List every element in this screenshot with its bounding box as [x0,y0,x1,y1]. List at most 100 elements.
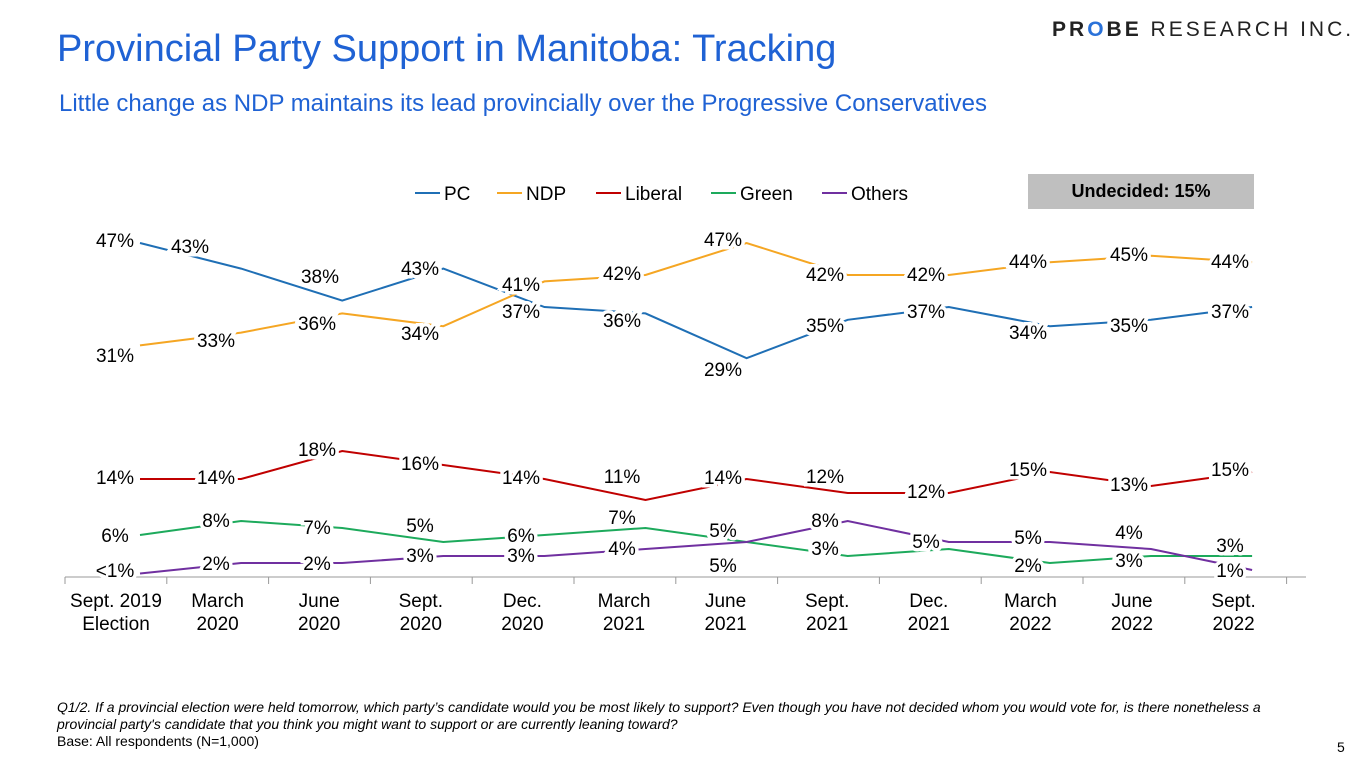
data-label-pc: 47% [96,231,134,252]
base-note: Base: All respondents (N=1,000) [57,733,259,749]
data-label-ndp: 36% [298,314,336,335]
data-label-others: 8% [811,511,839,532]
x-tick-label: 2021 [603,614,645,635]
data-label-pc: 35% [806,316,844,337]
page-number: 5 [1337,739,1345,755]
legend-label: Green [740,184,793,205]
x-tick-label: 2021 [908,614,950,635]
data-label-green: 3% [1216,536,1244,557]
data-label-liberal: 14% [704,468,742,489]
data-label-pc: 29% [704,360,742,381]
x-tick-label: Dec. [909,591,948,612]
data-label-others: 4% [608,539,636,560]
x-tick-label: June [705,591,746,612]
data-label-green: 7% [303,518,331,539]
data-label-pc: 37% [502,302,540,323]
series-line-liberal [140,449,1253,502]
legend-item-liberal: Liberal [596,184,682,205]
page-subtitle: Little change as NDP maintains its lead … [59,90,987,117]
data-label-ndp: 47% [704,230,742,251]
x-tick-label: Election [82,614,150,635]
data-label-pc: 34% [1009,323,1047,344]
data-label-green: 3% [811,539,839,560]
probe-research-logo: PROBE RESEARCH INC. [1052,18,1355,41]
data-label-ndp: 42% [806,265,844,286]
data-label-liberal: 16% [401,454,439,475]
data-label-liberal: 15% [1211,460,1249,481]
legend-label: PC [444,184,470,205]
data-label-others: 2% [303,554,331,575]
data-label-ndp: 34% [401,324,439,345]
x-tick-label: Sept. [1211,591,1255,612]
x-tick-label: 2021 [704,614,746,635]
data-label-others: 5% [912,532,940,553]
data-label-ndp: 41% [502,275,540,296]
data-label-green: 5% [406,516,434,537]
legend-label: NDP [526,184,566,205]
data-label-others: 5% [1014,528,1042,549]
data-label-green: 8% [202,511,230,532]
x-tick-label: Dec. [503,591,542,612]
data-label-others: 3% [406,546,434,567]
data-label-green: 2% [1014,556,1042,577]
data-label-others: 1% [1216,561,1244,582]
data-label-green: 6% [101,526,129,547]
data-label-liberal: 14% [502,468,540,489]
page-title: Provincial Party Support in Manitoba: Tr… [57,28,837,70]
x-tick-label: 2020 [196,614,238,635]
data-label-green: 5% [709,556,737,577]
data-label-liberal: 14% [197,468,235,489]
data-label-liberal: 11% [604,467,641,488]
x-tick-label: 2020 [400,614,442,635]
series-line-green [139,519,1253,565]
series-line-ndp [139,241,1253,347]
data-label-ndp: 42% [907,265,945,286]
data-label-green: 6% [507,526,535,547]
data-label-pc: 37% [1211,302,1249,323]
data-label-liberal: 14% [96,468,134,489]
data-label-green: 3% [1115,551,1143,572]
x-tick-label: 2020 [501,614,543,635]
notes: Q1/2. If a provincial election were held… [57,699,1319,750]
data-label-others: 3% [507,546,535,567]
data-label-pc: 35% [1110,316,1148,337]
data-label-others: <1% [96,561,135,582]
data-label-pc: 43% [401,259,439,280]
x-tick-label: March [598,591,651,612]
x-tick-label: 2022 [1111,614,1153,635]
data-label-ndp: 45% [1110,245,1148,266]
data-label-ndp: 33% [197,331,235,352]
x-tick-label: 2022 [1009,614,1051,635]
x-tick-label: March [1004,591,1057,612]
data-label-green: 7% [608,508,636,529]
data-label-pc: 38% [301,267,339,288]
legend-item-ndp: NDP [497,184,566,205]
x-tick-label: 2021 [806,614,848,635]
line-chart: Sept. 2019ElectionMarch2020June2020Sept.… [64,184,1306,635]
x-tick-label: June [1111,591,1152,612]
data-label-others: 5% [709,521,737,542]
legend-item-others: Others [822,184,908,205]
data-label-pc: 37% [907,302,945,323]
data-label-pc: 43% [171,237,209,258]
x-tick-label: Sept. [399,591,443,612]
legend-item-green: Green [711,184,793,205]
data-label-liberal: 15% [1009,460,1047,481]
data-label-ndp: 31% [96,346,134,367]
x-tick-label: 2022 [1212,614,1254,635]
x-tick-label: Sept. [805,591,849,612]
data-label-ndp: 44% [1009,252,1047,273]
data-label-others: 4% [1115,523,1143,544]
data-label-liberal: 12% [907,482,945,503]
data-label-liberal: 12% [806,467,844,488]
x-tick-label: June [299,591,340,612]
data-label-ndp: 42% [603,264,641,285]
data-label-others: 2% [202,554,230,575]
data-label-pc: 36% [603,311,641,332]
x-tick-label: Sept. 2019 [70,591,162,612]
question-footnote: Q1/2. If a provincial election were held… [57,699,1261,732]
legend-label: Others [851,184,908,205]
data-label-liberal: 18% [298,440,336,461]
undecided-badge: Undecided: 15% [1028,174,1254,209]
